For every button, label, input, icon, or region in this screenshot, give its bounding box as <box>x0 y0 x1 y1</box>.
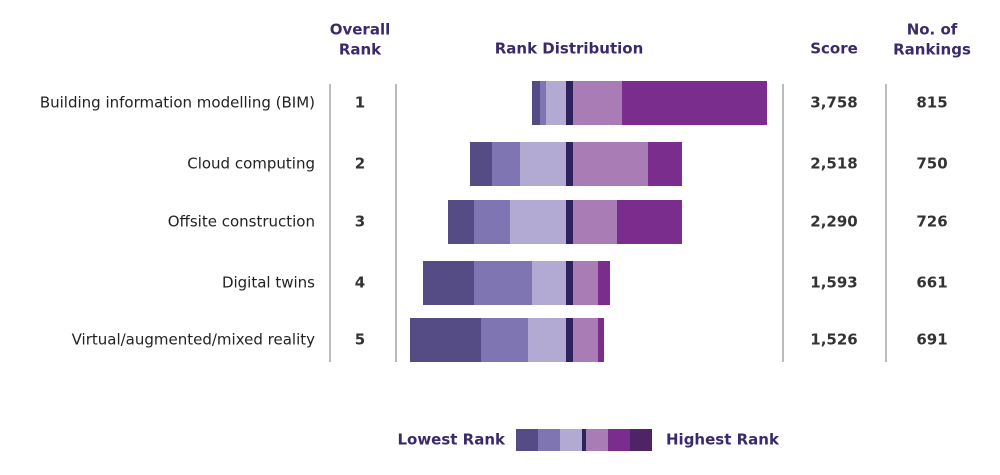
bar-segment <box>566 200 573 244</box>
rank: 2 <box>355 155 365 173</box>
row-label: Virtual/augmented/mixed reality <box>72 331 316 349</box>
bar-segment <box>648 142 682 186</box>
bar-segment <box>566 142 573 186</box>
bar-segment <box>598 261 610 305</box>
legend-high: Highest Rank <box>666 431 780 449</box>
rank: 3 <box>355 213 365 231</box>
header-count-2: Rankings <box>893 41 971 59</box>
legend-swatch <box>538 429 560 451</box>
legend-swatch <box>630 429 652 451</box>
legend-swatch <box>516 429 538 451</box>
bar-segment <box>573 318 598 362</box>
legend-swatch <box>586 429 608 451</box>
bar-segment <box>528 318 566 362</box>
header-rank-1: Overall <box>330 21 391 39</box>
bar-segment <box>573 81 622 125</box>
count: 750 <box>916 155 947 173</box>
bar-segment <box>448 200 474 244</box>
bar-segment <box>474 261 532 305</box>
bar-segment <box>410 318 481 362</box>
bar-segment <box>566 318 573 362</box>
bar-segment <box>546 81 566 125</box>
bar-segment <box>566 261 573 305</box>
header-count-1: No. of <box>907 21 958 39</box>
bar-segment <box>520 142 566 186</box>
rank: 5 <box>355 331 365 349</box>
score: 1,593 <box>810 274 857 292</box>
row-label: Digital twins <box>222 274 315 292</box>
bar-segment <box>423 261 474 305</box>
bar-segment <box>617 200 682 244</box>
legend-swatch <box>608 429 630 451</box>
bar-segment <box>532 261 566 305</box>
bar-segment <box>492 142 520 186</box>
bar-segment <box>573 261 598 305</box>
row-label: Building information modelling (BIM) <box>40 94 315 112</box>
bar-segment <box>510 200 566 244</box>
bar-segment <box>532 81 540 125</box>
bar-segment <box>470 142 492 186</box>
header-score: Score <box>810 40 858 58</box>
bar-segment <box>598 318 604 362</box>
score: 1,526 <box>810 331 857 349</box>
legend-swatch <box>582 429 586 451</box>
row-label: Cloud computing <box>187 155 315 173</box>
bar-segment <box>573 142 648 186</box>
header-rank-2: Rank <box>339 41 382 59</box>
rank: 1 <box>355 94 365 112</box>
legend-swatch <box>560 429 582 451</box>
legend-low: Lowest Rank <box>397 431 506 449</box>
bar-segment <box>573 200 617 244</box>
score: 2,290 <box>810 213 857 231</box>
bar-segment <box>474 200 510 244</box>
count: 815 <box>916 94 947 112</box>
count: 726 <box>916 213 947 231</box>
count: 661 <box>916 274 947 292</box>
bar-segment <box>540 81 546 125</box>
score: 2,518 <box>810 155 857 173</box>
bar-segment <box>566 81 573 125</box>
count: 691 <box>916 331 947 349</box>
score: 3,758 <box>810 94 857 112</box>
header-distribution: Rank Distribution <box>495 40 644 58</box>
bar-segment <box>622 81 767 125</box>
row-label: Offsite construction <box>168 213 315 231</box>
bar-segment <box>481 318 528 362</box>
rank: 4 <box>355 274 365 292</box>
